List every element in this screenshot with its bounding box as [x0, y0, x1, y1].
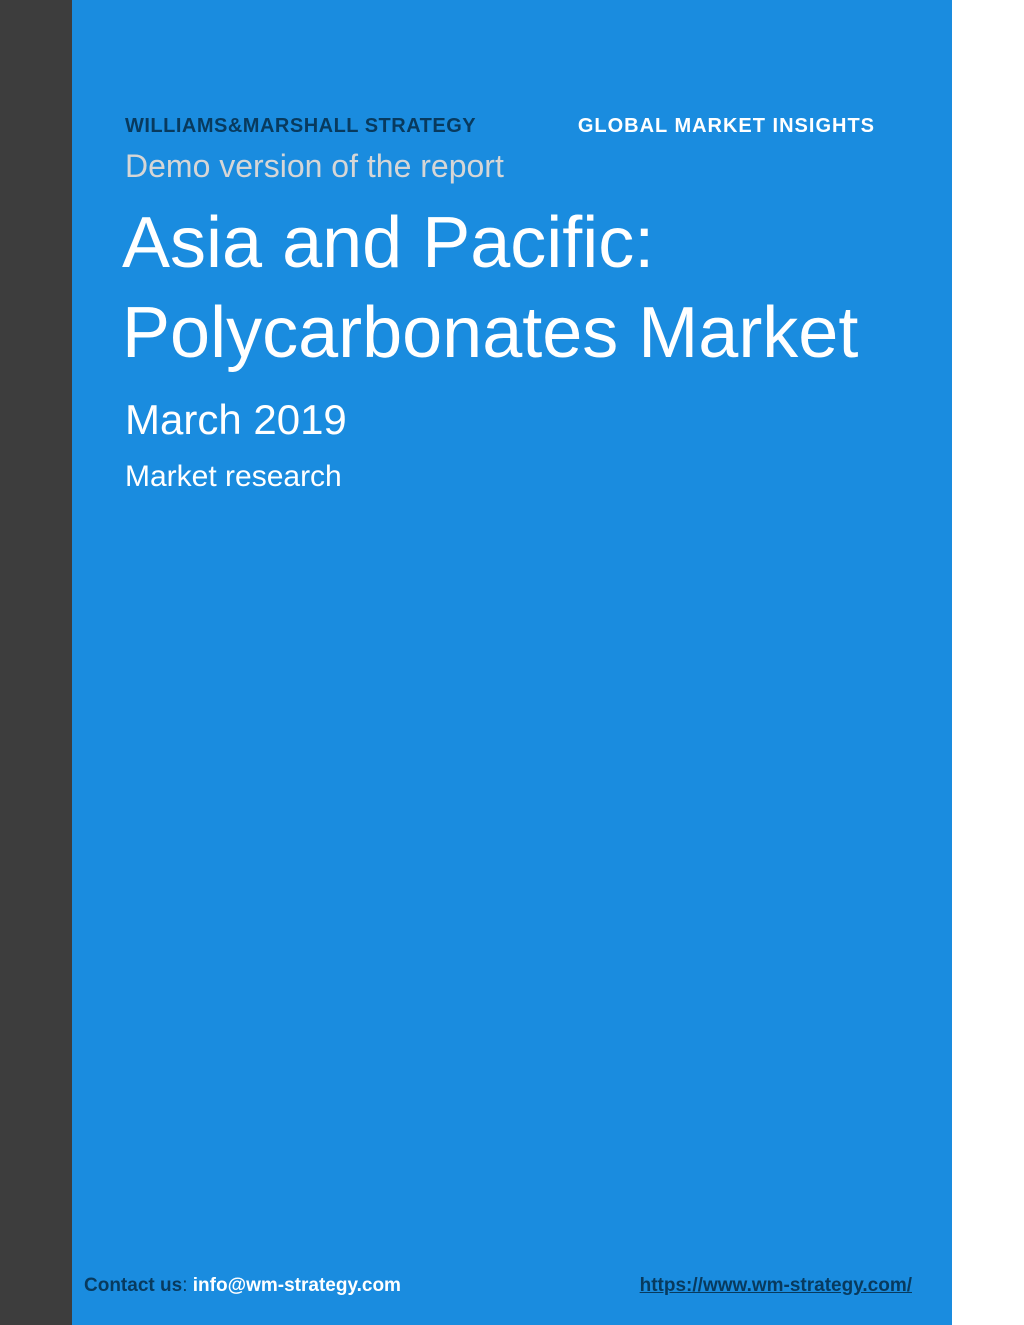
report-date: March 2019 — [125, 396, 347, 444]
title-line-1: Asia and Pacific: — [122, 198, 858, 288]
report-cover-page: WILLIAMS&MARSHALL STRATEGY GLOBAL MARKET… — [0, 0, 1024, 1325]
report-subtype: Market research — [125, 460, 342, 494]
company-name: WILLIAMS&MARSHALL STRATEGY — [125, 115, 476, 138]
sidebar-stripe — [0, 0, 72, 1325]
contact-colon: : — [182, 1275, 193, 1296]
report-title: Asia and Pacific: Polycarbonates Market — [122, 198, 858, 378]
footer-row: Contact us: info@wm-strategy.com https:/… — [72, 1275, 952, 1297]
website-link[interactable]: https://www.wm-strategy.com/ — [640, 1275, 912, 1297]
title-line-2: Polycarbonates Market — [122, 288, 858, 378]
insights-label: GLOBAL MARKET INSIGHTS — [578, 115, 875, 138]
contact-email[interactable]: info@wm-strategy.com — [193, 1275, 401, 1296]
header-row: WILLIAMS&MARSHALL STRATEGY GLOBAL MARKET… — [125, 115, 915, 138]
main-panel: WILLIAMS&MARSHALL STRATEGY GLOBAL MARKET… — [72, 0, 952, 1325]
contact-block: Contact us: info@wm-strategy.com — [84, 1275, 401, 1297]
demo-version-label: Demo version of the report — [125, 148, 504, 185]
contact-label: Contact us — [84, 1275, 182, 1296]
